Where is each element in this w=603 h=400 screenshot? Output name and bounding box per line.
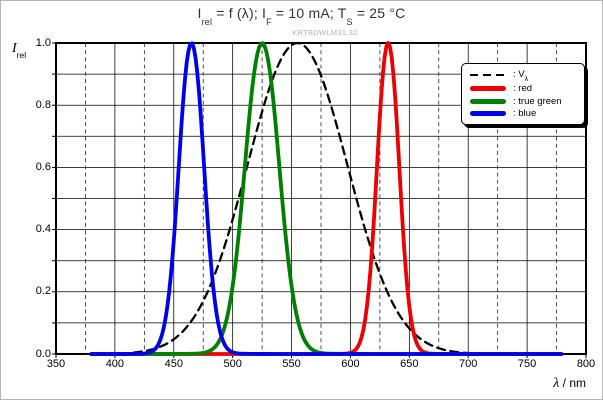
title-subscript: S bbox=[346, 16, 353, 27]
legend-box: : Vλ: red: true green: blue bbox=[461, 63, 585, 125]
y-tick-label-0.8: 0.8 bbox=[35, 98, 51, 111]
title-subscript: F bbox=[266, 16, 272, 27]
legend-label-true-green: : true green bbox=[513, 95, 562, 107]
legend-true-green-line-icon bbox=[470, 98, 506, 104]
legend-label-v-lambda: : Vλ bbox=[513, 68, 529, 83]
y-tick-label-0.4: 0.4 bbox=[35, 223, 51, 236]
title-text: I bbox=[197, 5, 202, 21]
curve-v-lambda bbox=[132, 41, 483, 355]
title-text: = f (λ); I bbox=[212, 5, 267, 21]
x-tick-label-500: 500 bbox=[223, 358, 242, 370]
x-axis-unit: / nm bbox=[559, 376, 586, 390]
x-tick-label-700: 700 bbox=[459, 358, 478, 370]
x-tick-label-650: 650 bbox=[400, 358, 419, 370]
x-tick-label-800: 800 bbox=[576, 358, 596, 370]
y-axis-subscript: rel bbox=[16, 49, 27, 60]
y-axis-label: Irel bbox=[12, 39, 27, 60]
x-axis-label: λ / nm bbox=[501, 376, 586, 392]
x-tick-label-750: 750 bbox=[517, 358, 537, 370]
watermark-part-number: KRTBDWLM31.32 bbox=[292, 28, 358, 37]
legend-v-lambda-line-icon bbox=[470, 73, 506, 77]
y-tick-label-0.0: 0.0 bbox=[35, 347, 51, 360]
legend-item-blue: : blue bbox=[470, 108, 576, 119]
title-text: = 25 °C bbox=[352, 5, 406, 21]
legend-blue-line-icon bbox=[470, 111, 506, 117]
title-text: = 10 mA; T bbox=[271, 5, 347, 21]
x-tick-label-600: 600 bbox=[341, 358, 360, 370]
chart-title: Irel = f (λ); IF = 10 mA; TS = 25 °C bbox=[1, 5, 602, 27]
legend-item-v-lambda: : Vλ bbox=[470, 68, 576, 83]
x-tick-label-450: 450 bbox=[164, 358, 183, 370]
x-tick-label-550: 550 bbox=[282, 358, 301, 370]
legend-label-red: : red bbox=[513, 83, 533, 95]
legend-item-true-green: : true green bbox=[470, 96, 576, 107]
x-tick-label-400: 400 bbox=[105, 358, 125, 370]
curve-blue bbox=[89, 41, 564, 356]
y-tick-label-1.0: 1.0 bbox=[35, 36, 51, 49]
y-tick-label-0.2: 0.2 bbox=[35, 285, 51, 298]
x-axis-symbol: λ bbox=[553, 376, 560, 391]
x-tick-label-350: 350 bbox=[46, 358, 66, 370]
title-subscript: rel bbox=[201, 16, 213, 27]
legend-label-subscript: λ bbox=[524, 75, 529, 83]
y-axis-symbol: I bbox=[12, 41, 17, 56]
legend-item-red: : red bbox=[470, 83, 576, 94]
legend-red-line-icon bbox=[470, 86, 506, 92]
legend-label-blue: : blue bbox=[513, 108, 537, 120]
y-tick-label-0.6: 0.6 bbox=[35, 160, 51, 173]
